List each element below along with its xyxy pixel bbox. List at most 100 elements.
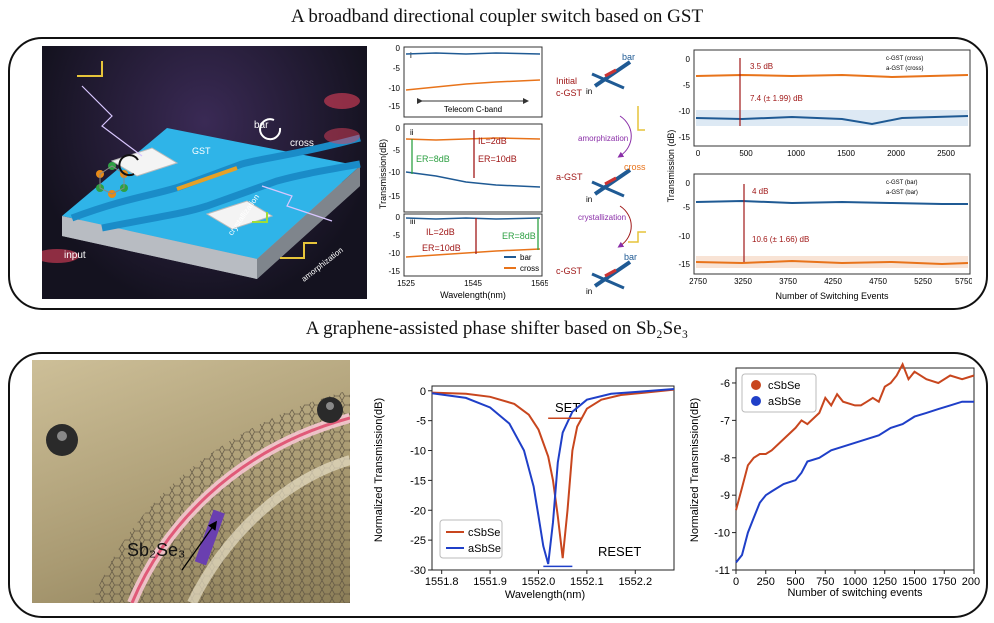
- top-panel: [8, 37, 988, 310]
- svg-text:Number of Switching Events: Number of Switching Events: [775, 291, 889, 301]
- cross-label: cross: [290, 138, 314, 149]
- chart2-xlabel: Number of switching events: [787, 587, 923, 599]
- x-tick-label: 250: [757, 576, 775, 588]
- series-line-cSbSe: [431, 388, 675, 559]
- spectra-panel-iii: iii 0 -5 -10 -15 IL=2dB ER=10dB ER=8dB b…: [388, 213, 543, 277]
- svg-text:5750: 5750: [955, 277, 972, 286]
- wavelength-chart-svg: Normalized Transmission(dB) Wavelength(n…: [373, 385, 675, 601]
- pulse-icon: [280, 242, 317, 259]
- switch-arrow-icon: [118, 154, 139, 177]
- chart2-legend: cSbSe aSbSe: [741, 373, 817, 413]
- legend-label-aSbSe: aSbSe: [468, 543, 501, 555]
- svg-text:ER=8dB: ER=8dB: [416, 154, 450, 164]
- input-label: input: [64, 250, 86, 261]
- svg-text:-15: -15: [678, 133, 690, 142]
- x-tick-label: 1552.2: [618, 576, 652, 588]
- legend-label-cSbSe: cSbSe: [768, 380, 800, 392]
- svg-text:c-GST: c-GST: [556, 88, 583, 98]
- svg-text:3.5 dB: 3.5 dB: [750, 62, 773, 71]
- svg-text:7.4 (± 1.99) dB: 7.4 (± 1.99) dB: [750, 94, 803, 103]
- svg-text:0: 0: [696, 149, 701, 158]
- switching-chart-svg: Normalized Transmission(dB) Number of sw…: [689, 361, 986, 599]
- y-tick-label: -30: [410, 565, 426, 577]
- legend-label-cSbSe: cSbSe: [468, 527, 500, 539]
- switching-events-gst: Transmission (dB) 0 -5 -10 -15 3.5 dB 7.…: [662, 46, 973, 304]
- y-tick-label: -15: [410, 475, 426, 487]
- y-tick-label: -9: [720, 490, 730, 502]
- svg-text:3750: 3750: [779, 277, 797, 286]
- svg-text:-5: -5: [683, 81, 691, 90]
- legend-label-aSbSe: aSbSe: [768, 396, 801, 408]
- svg-text:0: 0: [686, 179, 691, 188]
- x-tick-label: 1551.9: [473, 576, 507, 588]
- svg-text:-15: -15: [388, 192, 400, 201]
- gst-lattice-icon: [96, 162, 128, 198]
- svg-text:cross: cross: [624, 162, 646, 172]
- svg-text:a-GST (bar): a-GST (bar): [886, 190, 918, 196]
- x-tick-label: 1551.8: [425, 576, 459, 588]
- x-tick-label: 2000: [962, 576, 980, 588]
- svg-text:iii: iii: [410, 217, 416, 226]
- top-title: A broadband directional coupler switch b…: [290, 6, 704, 27]
- chart1-ylabel: Normalized Transmission(dB): [373, 398, 385, 542]
- svg-text:ER=10dB: ER=10dB: [422, 243, 461, 253]
- svg-text:amorphization: amorphization: [578, 134, 628, 143]
- spectra-panel-ii: ii 0 -5 -10 -15 ER=8dB IL=2dB ER=10dB: [388, 123, 543, 213]
- svg-text:ER=8dB: ER=8dB: [502, 231, 536, 241]
- y-tick-label: 0: [420, 386, 426, 398]
- switching-lower-plot: 0 -5 -10 -15 4 dB 10.6 (± 1.66) dB c-GST…: [678, 173, 973, 301]
- pulse-icon: [628, 231, 646, 243]
- spectra-xlabel: Wavelength(nm): [440, 290, 506, 300]
- svg-text:Transmission (dB): Transmission (dB): [666, 130, 676, 203]
- svg-text:-5: -5: [393, 146, 401, 155]
- y-tick-label: -11: [715, 565, 730, 577]
- y-tick-label: -10: [410, 446, 426, 458]
- y-tick-label: -20: [410, 505, 426, 517]
- svg-text:-5: -5: [683, 203, 691, 212]
- svg-text:in: in: [586, 195, 592, 204]
- svg-text:4 dB: 4 dB: [752, 187, 768, 196]
- svg-text:a-GST: a-GST: [556, 172, 583, 182]
- svg-text:1545: 1545: [464, 279, 482, 288]
- transmission-spectra: Transmission(dB) i 0 -5 -10 -15 Telecom …: [376, 44, 549, 300]
- reset-annotation: RESET: [598, 544, 641, 559]
- svg-text:in: in: [586, 87, 592, 96]
- device-icon-2: [591, 168, 632, 198]
- svg-text:-15: -15: [678, 260, 690, 269]
- svg-text:crystallization: crystallization: [578, 213, 626, 222]
- svg-text:-10: -10: [678, 232, 690, 241]
- svg-text:2750: 2750: [689, 277, 707, 286]
- x-tick-label: 0: [733, 576, 739, 588]
- device-icon-1: [591, 60, 632, 90]
- series-line-cSbSe: [735, 361, 975, 511]
- svg-text:c-GST (bar): c-GST (bar): [886, 180, 918, 186]
- wavelength-chart: Normalized Transmission(dB) Wavelength(n…: [370, 360, 680, 610]
- x-tick-label: 500: [786, 576, 804, 588]
- svg-text:bar: bar: [622, 52, 635, 62]
- bottom-panel: [8, 352, 988, 618]
- svg-text:2000: 2000: [887, 149, 905, 158]
- series-line-aSbSe: [431, 388, 675, 565]
- pulse-icon: [637, 106, 645, 131]
- refresh-arrow-icon: [259, 118, 282, 141]
- svg-text:i: i: [410, 51, 412, 60]
- svg-text:-10: -10: [388, 84, 400, 93]
- bar-label: bar: [254, 120, 269, 131]
- svg-text:c-GST (cross): c-GST (cross): [886, 56, 923, 62]
- svg-text:5250: 5250: [914, 277, 932, 286]
- gst-label: GST: [192, 146, 211, 156]
- legend-dot: [751, 396, 761, 406]
- x-tick-label: 1500: [902, 576, 926, 588]
- svg-text:1525: 1525: [397, 279, 415, 288]
- chart2-ylabel: Normalized Transmission(dB): [689, 398, 701, 542]
- spectra-ylabel: Transmission(dB): [378, 139, 388, 209]
- x-tick-label: 750: [816, 576, 834, 588]
- svg-text:0: 0: [396, 213, 401, 222]
- svg-text:-15: -15: [388, 267, 400, 276]
- legend-cross: cross: [520, 264, 539, 273]
- bottom-title: A graphene-assisted phase shifter based …: [305, 318, 689, 339]
- switching-upper-plot: 0 -5 -10 -15 3.5 dB 7.4 (± 1.99) dB c-GS…: [678, 49, 971, 158]
- svg-text:IL=2dB: IL=2dB: [478, 136, 507, 146]
- svg-text:ii: ii: [410, 128, 414, 137]
- gst-device-illustration: bar cross GST input crystallization amor…: [42, 46, 367, 299]
